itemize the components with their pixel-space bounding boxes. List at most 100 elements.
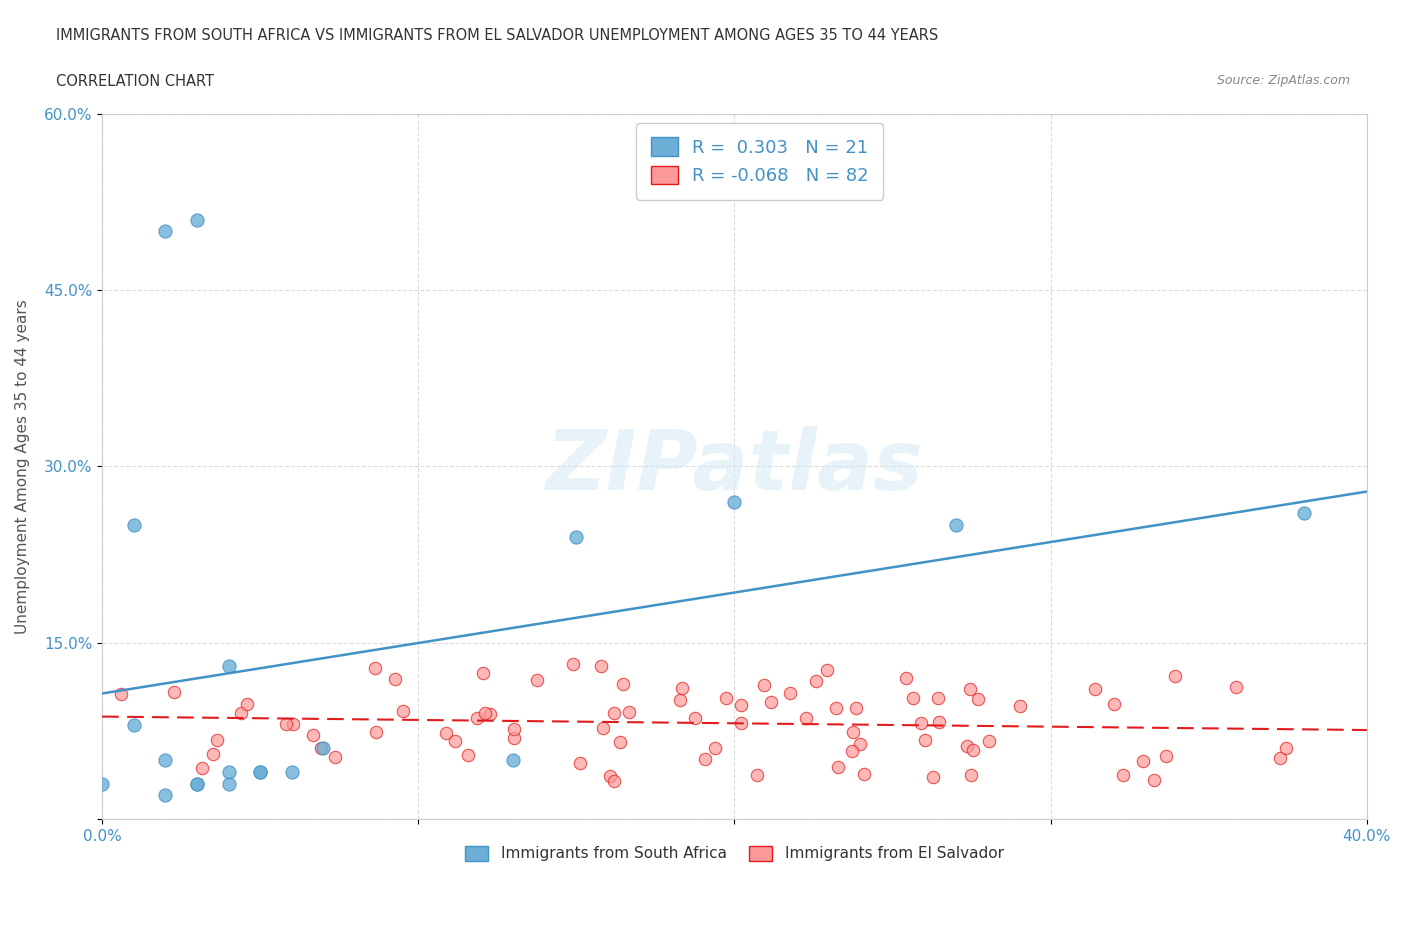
Point [281, 716, 304, 731]
Point [281, 764, 304, 779]
Legend: Immigrants from South Africa, Immigrants from El Salvador: Immigrants from South Africa, Immigrants… [460, 840, 1010, 868]
Point [457, 747, 479, 762]
Point [592, 721, 614, 736]
Point [849, 737, 872, 751]
Point [603, 706, 626, 721]
Point [1154, 748, 1177, 763]
Point [704, 741, 727, 756]
Point [977, 734, 1000, 749]
Point [229, 706, 252, 721]
Point [155, 224, 177, 239]
Text: Source: ZipAtlas.com: Source: ZipAtlas.com [1216, 74, 1350, 87]
Point [1132, 753, 1154, 768]
Point [363, 661, 385, 676]
Point [186, 777, 208, 791]
Point [960, 767, 983, 782]
Point [1164, 669, 1187, 684]
Point [827, 759, 849, 774]
Point [392, 704, 415, 719]
Point [927, 690, 949, 705]
Text: CORRELATION CHART: CORRELATION CHART [56, 74, 214, 89]
Point [110, 686, 132, 701]
Point [465, 711, 488, 725]
Point [806, 673, 828, 688]
Point [503, 722, 526, 737]
Point [967, 691, 990, 706]
Point [384, 671, 406, 686]
Point [671, 681, 693, 696]
Point [249, 764, 271, 779]
Point [186, 212, 208, 227]
Point [845, 700, 868, 715]
Point [617, 705, 640, 720]
Point [155, 788, 177, 803]
Point [842, 724, 865, 739]
Point [794, 711, 817, 725]
Point [723, 494, 745, 509]
Point [962, 743, 984, 758]
Point [569, 755, 592, 770]
Point [955, 738, 977, 753]
Point [825, 700, 848, 715]
Point [502, 752, 524, 767]
Point [945, 518, 967, 533]
Point [1102, 696, 1125, 711]
Point [434, 725, 457, 740]
Point [669, 692, 692, 707]
Point [754, 678, 776, 693]
Point [589, 658, 612, 673]
Point [163, 684, 186, 699]
Point [325, 750, 347, 764]
Point [565, 529, 588, 544]
Point [155, 752, 177, 767]
Point [1225, 679, 1247, 694]
Text: ZIPatlas: ZIPatlas [546, 426, 924, 507]
Point [526, 672, 548, 687]
Point [302, 728, 325, 743]
Point [928, 715, 950, 730]
Point [730, 716, 752, 731]
Point [896, 671, 918, 685]
Point [474, 705, 496, 720]
Point [759, 695, 782, 710]
Point [1111, 768, 1133, 783]
Point [479, 707, 502, 722]
Point [122, 717, 145, 732]
Point [609, 735, 631, 750]
Point [122, 518, 145, 533]
Point [472, 666, 495, 681]
Y-axis label: Unemployment Among Ages 35 to 44 years: Unemployment Among Ages 35 to 44 years [15, 299, 30, 634]
Point [910, 715, 932, 730]
Point [218, 658, 240, 673]
Point [249, 764, 271, 779]
Point [205, 733, 228, 748]
Point [914, 733, 936, 748]
Point [599, 769, 621, 784]
Point [201, 747, 224, 762]
Point [922, 770, 945, 785]
Point [218, 777, 240, 791]
Point [218, 764, 240, 779]
Point [191, 761, 214, 776]
Point [91, 777, 114, 791]
Point [612, 677, 634, 692]
Point [311, 740, 333, 755]
Point [503, 730, 526, 745]
Text: IMMIGRANTS FROM SOUTH AFRICA VS IMMIGRANTS FROM EL SALVADOR UNEMPLOYMENT AMONG A: IMMIGRANTS FROM SOUTH AFRICA VS IMMIGRAN… [56, 28, 938, 43]
Point [716, 690, 738, 705]
Point [1275, 740, 1298, 755]
Point [1143, 773, 1166, 788]
Point [186, 777, 208, 791]
Point [1008, 698, 1031, 713]
Point [366, 724, 388, 739]
Point [444, 734, 467, 749]
Point [312, 741, 335, 756]
Point [236, 697, 259, 711]
Point [853, 766, 876, 781]
Point [1084, 681, 1107, 696]
Point [959, 681, 981, 696]
Point [745, 767, 768, 782]
Point [683, 711, 706, 725]
Point [274, 716, 297, 731]
Point [730, 698, 752, 713]
